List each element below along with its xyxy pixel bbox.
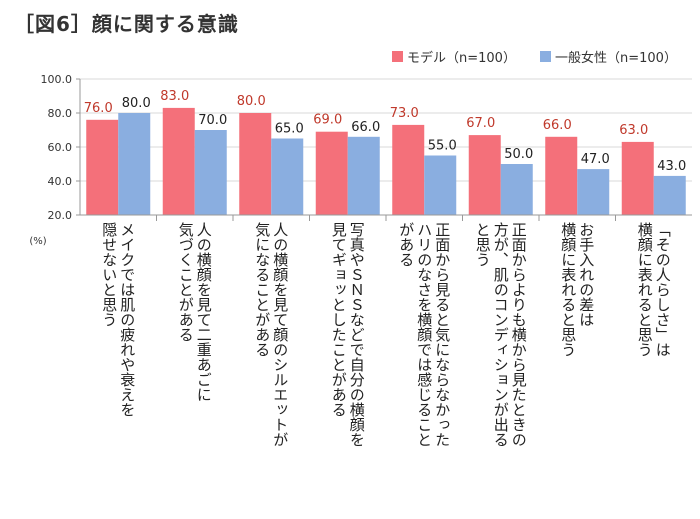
value-label-general: 47.0 (581, 152, 610, 167)
bar-general (271, 138, 304, 215)
category-label: 気づくことがある (177, 222, 195, 342)
value-label-model: 67.0 (466, 116, 495, 131)
y-tick-label: 80.0 (48, 107, 73, 120)
bar-model (86, 119, 119, 215)
value-label-general: 66.0 (351, 120, 380, 135)
bar-general (347, 136, 380, 215)
value-label-model: 69.0 (313, 113, 342, 128)
unit-label: (%) (29, 236, 46, 247)
y-tick-label: 100.0 (41, 73, 73, 86)
category-label: 気になることがある (253, 222, 271, 357)
bar-model (621, 141, 654, 215)
category-label: 写真やＳＮＳなどで自分の横顔を (348, 222, 366, 447)
category-label: 隠せないと思う (100, 222, 118, 327)
value-label-general: 70.0 (198, 113, 227, 128)
bar-model (545, 136, 578, 215)
y-tick-label: 60.0 (48, 141, 73, 154)
bar-general (424, 155, 457, 215)
axes: 20.0 40.0 60.0 80.0 100.0 (%) (29, 73, 692, 247)
category-label: 正面から見ると気にならなかった (433, 222, 451, 447)
bar-general (653, 175, 686, 215)
bars (86, 107, 686, 215)
legend: モデル（n=100） 一般女性（n=100） (392, 50, 677, 66)
category-label: 方が、肌のコンディションが出る (492, 222, 510, 447)
bar-model (315, 131, 348, 215)
legend-swatch-general (540, 51, 551, 62)
bar-model (239, 113, 272, 215)
value-label-general: 65.0 (275, 122, 304, 137)
category-label: 「その人らしさ」は (654, 222, 672, 357)
category-label: 横顔に表れると思う (636, 222, 654, 357)
category-label: 人の横顔を見て二重あごに (195, 222, 213, 402)
value-label-general: 80.0 (122, 96, 151, 111)
value-label-model: 66.0 (543, 118, 572, 133)
bar-model (162, 107, 195, 215)
category-label: 正面からよりも横から見たときの (510, 222, 528, 447)
value-label-model: 83.0 (160, 89, 189, 104)
category-label: お手入れの差は (577, 222, 595, 327)
category-label: メイクでは肌の疲れや衰えを (118, 222, 136, 417)
y-tick-label: 20.0 (48, 209, 73, 222)
value-labels: 76.0 80.0 83.0 70.0 80.0 65.0 69.0 66.0 73.0 55.0… (84, 89, 686, 174)
bar-model (468, 135, 501, 215)
value-label-general: 43.0 (657, 159, 686, 174)
legend-swatch-model (392, 51, 403, 62)
category-label: と思う (474, 222, 492, 267)
category-label: ハリのなさを横顔では感じること (415, 222, 433, 447)
value-label-general: 55.0 (428, 139, 457, 154)
legend-label-model: モデル（n=100） (407, 50, 516, 66)
value-label-model: 63.0 (619, 123, 648, 138)
bar-general (118, 113, 151, 215)
value-label-model: 73.0 (390, 106, 419, 121)
category-label: 見てギョッとしたことがある (330, 222, 348, 417)
category-label: がある (397, 222, 415, 267)
bar-general (194, 130, 227, 215)
value-label-model: 76.0 (84, 101, 113, 116)
y-tick-label: 40.0 (48, 175, 73, 188)
chart-title: ［図6］顔に関する意識 (14, 12, 239, 36)
legend-label-general: 一般女性（n=100） (555, 50, 677, 66)
category-label: 横顔に表れると思う (559, 222, 577, 357)
value-label-general: 50.0 (504, 147, 533, 162)
bar-general (577, 169, 610, 215)
category-label: 人の横顔を見て顔のシルエットが (271, 222, 289, 447)
bar-model (392, 124, 425, 215)
value-label-model: 80.0 (237, 94, 266, 109)
bar-general (500, 164, 533, 215)
